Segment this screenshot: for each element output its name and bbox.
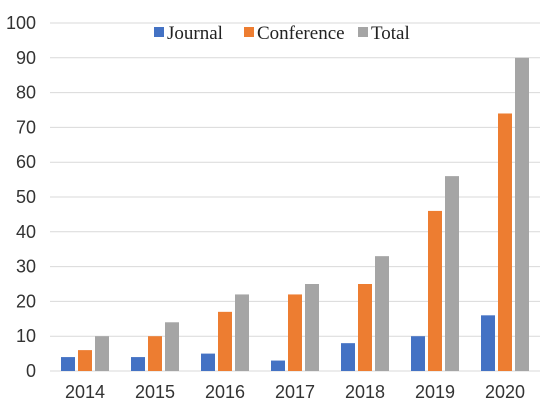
y-tick-label: 50 xyxy=(16,187,36,207)
bar-total-2016 xyxy=(235,294,249,371)
y-tick-label: 80 xyxy=(16,83,36,103)
legend-swatch xyxy=(358,27,368,37)
y-tick-label: 90 xyxy=(16,48,36,68)
bar-journal-2016 xyxy=(201,353,215,371)
bar-total-2018 xyxy=(375,256,389,371)
bar-total-2019 xyxy=(445,176,459,371)
y-tick-label: 40 xyxy=(16,222,36,242)
bar-total-2014 xyxy=(95,336,109,371)
bar-conference-2020 xyxy=(498,113,512,371)
bar-journal-2019 xyxy=(411,336,425,371)
x-tick-label: 2016 xyxy=(205,382,245,402)
y-axis-ticks: 0 10 20 30 40 50 60 70 80 90 100 xyxy=(6,13,36,381)
bar-journal-2015 xyxy=(131,357,145,371)
x-tick-label: 2015 xyxy=(135,382,175,402)
y-tick-label: 0 xyxy=(26,361,36,381)
bar-total-2020 xyxy=(515,57,529,372)
bars xyxy=(61,57,529,372)
y-tick-label: 70 xyxy=(16,117,36,137)
bar-total-2015 xyxy=(165,322,179,371)
bar-conference-2018 xyxy=(358,284,372,371)
bar-journal-2017 xyxy=(271,360,285,371)
legend-swatch xyxy=(154,27,164,37)
bar-conference-2015 xyxy=(148,336,162,371)
bar-journal-2020 xyxy=(481,315,495,371)
legend-label: Conference xyxy=(257,23,345,44)
y-tick-label: 30 xyxy=(16,257,36,277)
bar-journal-2014 xyxy=(61,357,75,371)
x-tick-label: 2018 xyxy=(345,382,385,402)
bar-journal-2018 xyxy=(341,343,355,371)
y-tick-label: 20 xyxy=(16,291,36,311)
bar-total-2017 xyxy=(305,284,319,371)
y-tick-label: 60 xyxy=(16,152,36,172)
legend: Journal Conference Total xyxy=(154,23,410,44)
x-axis-ticks: 2014 2015 2016 2017 2018 2019 2020 xyxy=(65,382,525,402)
bar-conference-2016 xyxy=(218,311,232,371)
x-tick-label: 2020 xyxy=(485,382,525,402)
x-tick-label: 2017 xyxy=(275,382,315,402)
bar-conference-2017 xyxy=(288,294,302,371)
legend-label: Journal xyxy=(167,23,223,44)
legend-swatch xyxy=(244,27,254,37)
x-tick-label: 2014 xyxy=(65,382,105,402)
x-tick-label: 2019 xyxy=(415,382,455,402)
bar-conference-2014 xyxy=(78,350,92,371)
y-tick-label: 10 xyxy=(16,326,36,346)
y-tick-label: 100 xyxy=(6,13,36,33)
legend-label: Total xyxy=(371,23,410,44)
bar-conference-2019 xyxy=(428,210,442,371)
gridlines xyxy=(50,22,540,372)
